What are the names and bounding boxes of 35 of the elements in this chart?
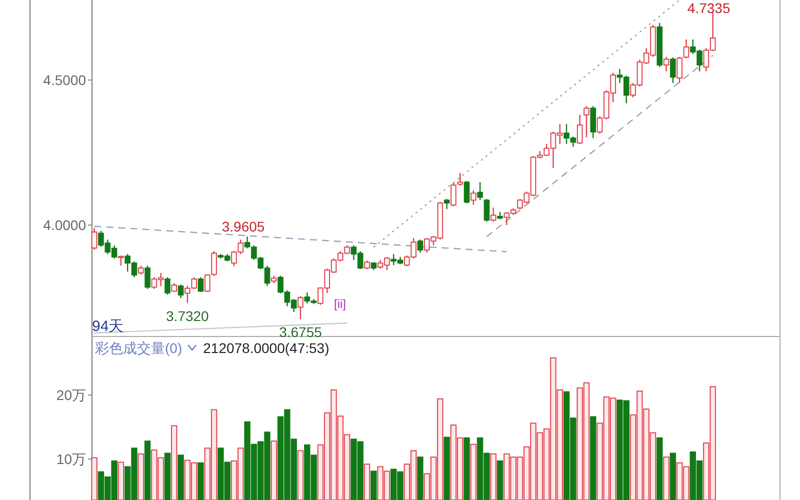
- candlestick: [683, 38, 690, 59]
- candlestick: [663, 56, 670, 72]
- candlestick: [118, 254, 124, 266]
- annotation: 94天: [92, 318, 124, 335]
- candlestick: [470, 190, 476, 206]
- candlestick: [464, 180, 470, 204]
- candlestick: [178, 284, 184, 299]
- annotation: 4.7335: [687, 0, 730, 16]
- candlestick: [450, 182, 456, 207]
- chart-subtitle: 212078.0000(47:53): [203, 340, 330, 356]
- candlestick: [91, 227, 98, 250]
- y-tick-label: 4.0000: [43, 217, 86, 234]
- annotation: 3.9605: [222, 218, 265, 235]
- y-tick-label: 4.5000: [43, 72, 86, 88]
- candlestick: [670, 56, 676, 84]
- candlestick: [490, 207, 496, 222]
- candlestick: [584, 106, 590, 138]
- annotation: 3.7320: [166, 308, 210, 324]
- candlestick: [484, 198, 490, 222]
- candlestick: [457, 172, 464, 187]
- candlestick: [298, 296, 304, 320]
- candlestick: [444, 198, 450, 210]
- candlestick: [144, 265, 150, 290]
- annotation: 3.6755: [279, 324, 322, 340]
- candlestick: [590, 106, 596, 139]
- y-tick-label: 20万: [56, 386, 86, 403]
- y-tick-label: 10万: [56, 451, 86, 468]
- chart-title: 彩色成交量(0): [95, 340, 182, 356]
- candlestick: [198, 276, 204, 292]
- candlestick: [477, 182, 483, 201]
- annotation: [ii]: [334, 297, 346, 311]
- candlestick: [576, 114, 583, 144]
- candlestick: [676, 56, 682, 84]
- candlestick: [164, 276, 170, 296]
- candlestick: [417, 238, 424, 254]
